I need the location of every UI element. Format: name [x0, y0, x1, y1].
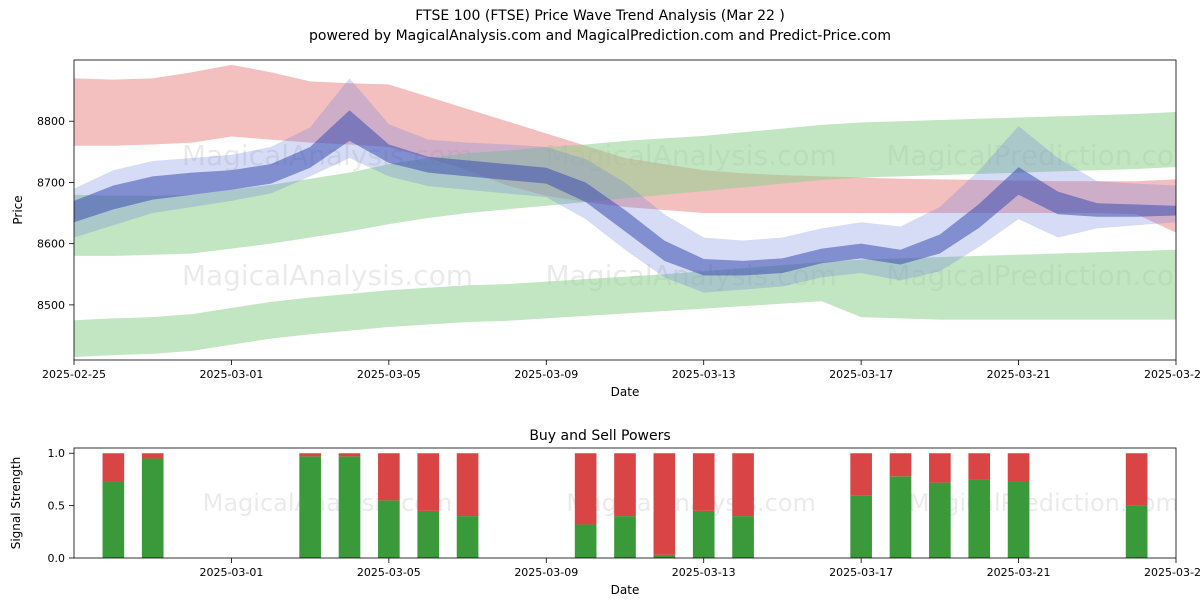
- sell-bar: [968, 453, 990, 479]
- x-tick-label: 2025-02-25: [42, 368, 106, 381]
- sell-bar: [339, 453, 361, 456]
- buy-bar: [693, 511, 715, 558]
- sell-bar: [693, 453, 715, 511]
- buy-bar: [1008, 482, 1030, 558]
- x-tick-label: 2025-03-17: [829, 368, 893, 381]
- top-chart-title: FTSE 100 (FTSE) Price Wave Trend Analysi…: [415, 8, 785, 24]
- buy-bar: [654, 555, 676, 558]
- x-tick-label: 2025-03-21: [987, 566, 1051, 579]
- sell-bar: [850, 453, 872, 495]
- top-chart-subtitle: powered by MagicalAnalysis.com and Magic…: [309, 28, 891, 44]
- buy-bar: [732, 516, 754, 558]
- buy-bar: [1126, 506, 1148, 558]
- buy-bar: [142, 458, 164, 558]
- buy-bar: [457, 516, 479, 558]
- sell-bar: [378, 453, 400, 500]
- sell-bar: [732, 453, 754, 516]
- bottom-xlabel: Date: [611, 583, 640, 597]
- y-tick-label: 8600: [37, 238, 65, 251]
- buy-bar: [378, 500, 400, 558]
- top-xlabel: Date: [611, 385, 640, 399]
- buy-bar: [575, 524, 597, 558]
- sell-bar: [1008, 453, 1030, 481]
- bottom-ylabel: Signal Strength: [9, 457, 23, 550]
- top-ylabel: Price: [11, 195, 25, 224]
- x-tick-label: 2025-03-01: [199, 566, 263, 579]
- y-tick-label: 1.0: [48, 447, 66, 460]
- buy-bar: [299, 456, 321, 558]
- sell-bar: [575, 453, 597, 524]
- buy-bar: [417, 511, 439, 558]
- svg-canvas: FTSE 100 (FTSE) Price Wave Trend Analysi…: [0, 0, 1200, 600]
- x-tick-label: 2025-03-05: [357, 566, 421, 579]
- bottom-plot-area: MagicalAnalysis.comMagicalAnalysis.comMa…: [103, 453, 1179, 558]
- sell-bar: [1126, 453, 1148, 505]
- sell-bar: [929, 453, 951, 482]
- watermark: MagicalAnalysis.com: [566, 489, 816, 517]
- chart-root: FTSE 100 (FTSE) Price Wave Trend Analysi…: [0, 0, 1200, 600]
- buy-bar: [614, 516, 636, 558]
- sell-bar: [142, 453, 164, 458]
- x-tick-label: 2025-03-05: [357, 368, 421, 381]
- bottom-chart-title: Buy and Sell Powers: [529, 428, 670, 444]
- x-tick-label: 2025-03-13: [672, 566, 736, 579]
- buy-bar: [103, 482, 125, 558]
- top-plot-area: MagicalAnalysis.comMagicalAnalysis.comMa…: [74, 65, 1200, 357]
- x-tick-label: 2025-03-21: [987, 368, 1051, 381]
- buy-bar: [929, 483, 951, 558]
- watermark: MagicalAnalysis.com: [203, 489, 453, 517]
- buy-bar: [968, 479, 990, 558]
- sell-bar: [417, 453, 439, 511]
- x-tick-label: 2025-03-25: [1144, 566, 1200, 579]
- x-tick-label: 2025-03-09: [514, 566, 578, 579]
- sell-bar: [614, 453, 636, 516]
- watermark: MagicalAnalysis.com: [182, 259, 473, 292]
- y-tick-label: 8500: [37, 299, 65, 312]
- sell-bar: [457, 453, 479, 516]
- sell-bar: [299, 453, 321, 456]
- x-tick-label: 2025-03-25: [1144, 368, 1200, 381]
- buy-bar: [339, 456, 361, 558]
- x-tick-label: 2025-03-01: [199, 368, 263, 381]
- sell-bar: [103, 453, 125, 481]
- y-tick-label: 8800: [37, 115, 65, 128]
- sell-bar: [654, 453, 676, 555]
- y-tick-label: 0.0: [48, 552, 66, 565]
- y-tick-label: 0.5: [48, 500, 66, 513]
- x-tick-label: 2025-03-13: [672, 368, 736, 381]
- y-tick-label: 8700: [37, 176, 65, 189]
- sell-bar: [890, 453, 912, 476]
- buy-bar: [890, 476, 912, 558]
- x-tick-label: 2025-03-17: [829, 566, 893, 579]
- x-tick-label: 2025-03-09: [514, 368, 578, 381]
- buy-bar: [850, 495, 872, 558]
